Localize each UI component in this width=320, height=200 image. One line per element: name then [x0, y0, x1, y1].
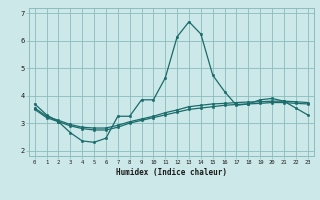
X-axis label: Humidex (Indice chaleur): Humidex (Indice chaleur)	[116, 168, 227, 177]
